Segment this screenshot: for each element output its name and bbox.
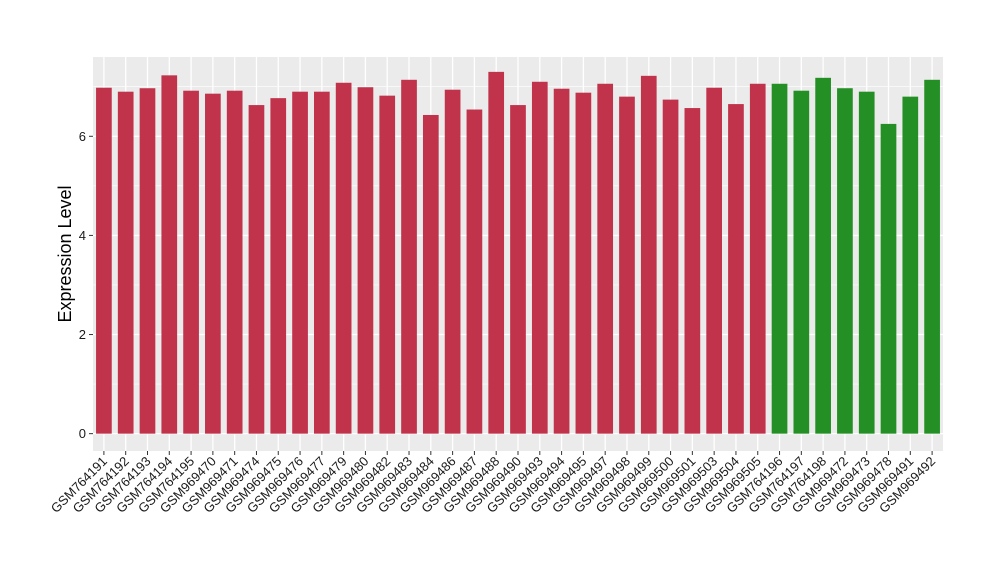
y-axis: 0 2 4 6 bbox=[79, 129, 93, 441]
bar bbox=[619, 96, 635, 434]
y-tick-label: 2 bbox=[79, 327, 86, 342]
bar bbox=[422, 114, 439, 434]
bar bbox=[684, 108, 701, 434]
bar bbox=[444, 89, 461, 434]
bar bbox=[139, 88, 156, 434]
bar bbox=[728, 104, 744, 434]
bar bbox=[793, 90, 810, 434]
bar bbox=[314, 91, 330, 434]
y-tick-label: 0 bbox=[79, 426, 86, 441]
bar bbox=[837, 88, 853, 434]
bar bbox=[117, 91, 134, 434]
bar bbox=[924, 79, 940, 434]
bar bbox=[379, 95, 396, 434]
bar bbox=[706, 87, 722, 434]
bar bbox=[226, 90, 243, 434]
bar bbox=[466, 109, 483, 434]
y-axis-title: Expression Level bbox=[55, 185, 75, 322]
bar bbox=[662, 99, 679, 434]
bar bbox=[575, 92, 592, 434]
bar bbox=[488, 71, 505, 434]
bar bbox=[292, 91, 308, 434]
y-tick-label: 4 bbox=[79, 228, 86, 243]
bar bbox=[335, 82, 352, 434]
bar bbox=[771, 83, 788, 434]
bar bbox=[640, 75, 657, 434]
bar bbox=[902, 96, 919, 434]
bar bbox=[597, 83, 614, 434]
bar bbox=[96, 87, 112, 434]
bar bbox=[161, 75, 178, 434]
bar bbox=[357, 87, 374, 434]
bar bbox=[205, 93, 221, 434]
bar bbox=[270, 98, 287, 434]
bar bbox=[248, 105, 265, 434]
bar bbox=[510, 105, 526, 434]
bar bbox=[815, 77, 831, 434]
bar bbox=[553, 88, 570, 434]
bar bbox=[749, 83, 766, 434]
bar bbox=[183, 90, 199, 434]
y-tick-label: 6 bbox=[79, 129, 86, 144]
bar bbox=[401, 79, 417, 434]
bar bbox=[531, 81, 548, 434]
x-axis: GSM764191GSM764192GSM764193GSM764194GSM7… bbox=[48, 451, 938, 516]
plot-panel bbox=[93, 57, 943, 451]
bar bbox=[858, 91, 875, 434]
bar bbox=[880, 123, 897, 434]
